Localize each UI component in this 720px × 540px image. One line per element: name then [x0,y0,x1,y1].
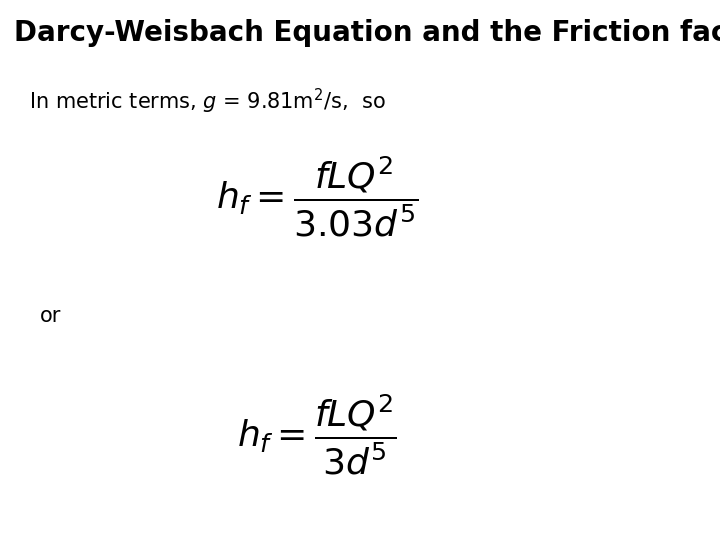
Text: In metric terms, $\mathbf{\mathit{g}}$ = 9.81m$^2$/s,  so: In metric terms, $\mathbf{\mathit{g}}$ =… [29,86,385,116]
Text: $h_f = \dfrac{fLQ^2}{3.03d^5}$: $h_f = \dfrac{fLQ^2}{3.03d^5}$ [216,155,418,239]
Text: or: or [40,306,61,326]
Text: $h_f = \dfrac{fLQ^2}{3d^5}$: $h_f = \dfrac{fLQ^2}{3d^5}$ [237,393,397,477]
Text: Darcy-Weisbach Equation and the Friction factor: Darcy-Weisbach Equation and the Friction… [14,19,720,47]
